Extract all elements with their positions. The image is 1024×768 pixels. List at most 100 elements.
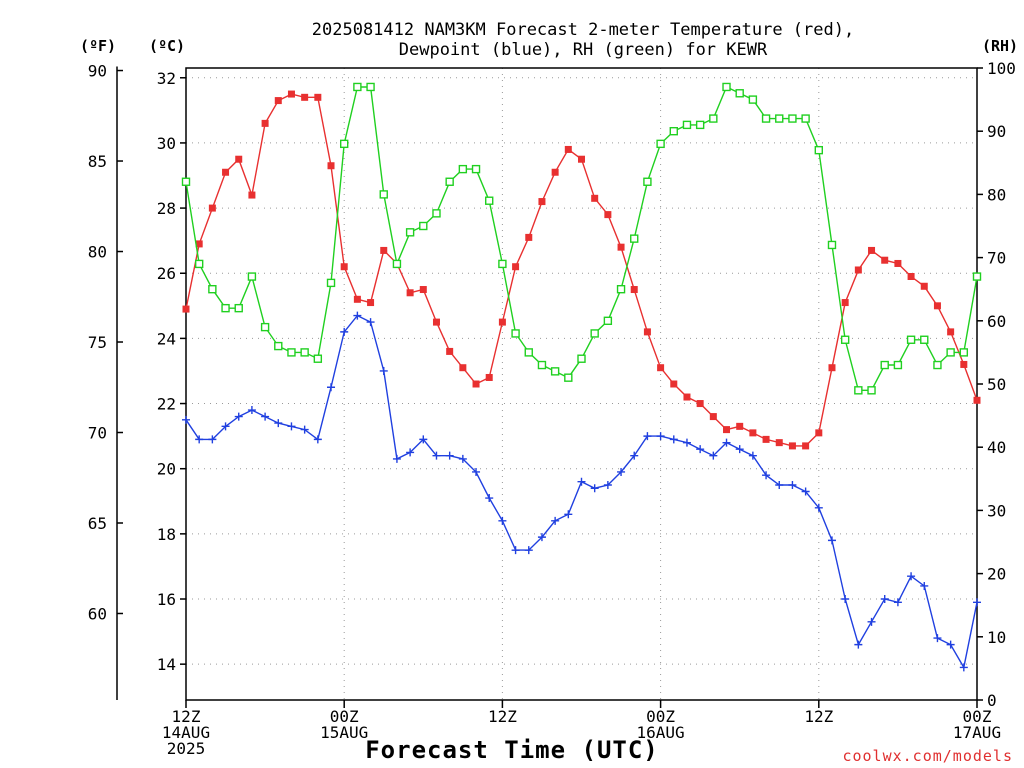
dewpoint-point: [748, 451, 757, 460]
rh-point: [366, 82, 375, 92]
rh-point: [458, 164, 468, 174]
temperature-point: [380, 246, 388, 254]
plot-frame: [185, 67, 978, 701]
rh-point: [247, 272, 257, 281]
x-tick-label: 16AUG: [637, 723, 685, 742]
dewpoint-point: [472, 467, 481, 476]
temperature-point: [406, 289, 414, 297]
dewpoint-point: [973, 598, 981, 607]
dewpoint-point: [511, 546, 520, 555]
rh-point: [419, 221, 428, 231]
temperature-point: [907, 272, 915, 280]
rh-point: [920, 335, 929, 344]
celsius-tick-label: 18: [157, 525, 176, 544]
temperature-point: [538, 198, 546, 206]
grid-lines: [185, 68, 978, 700]
rh-point: [656, 139, 665, 149]
rh-point: [933, 360, 942, 370]
temperature-point: [564, 145, 572, 153]
rh-point: [181, 177, 191, 186]
dewpoint-point: [247, 406, 256, 415]
dewpoint-point: [327, 383, 336, 392]
celsius-tick-label: 32: [157, 69, 176, 88]
dewpoint-point: [195, 435, 204, 444]
dewpoint-point: [392, 454, 401, 463]
dewpoint-line: [185, 314, 978, 670]
temperature-point: [274, 97, 282, 105]
dewpoint-series: [182, 311, 981, 672]
temperature-point: [604, 211, 612, 219]
temperature-point: [314, 93, 322, 101]
temperature-point: [195, 240, 203, 248]
temperature-point: [802, 442, 810, 450]
temperature-point: [525, 233, 533, 241]
rh-tick-label: 100: [987, 59, 1016, 78]
dewpoint-point: [907, 572, 916, 581]
temperature-point: [446, 347, 454, 355]
fahrenheit-tick-label: 70: [88, 424, 107, 443]
dewpoint-point: [577, 477, 586, 486]
dewpoint-point: [643, 432, 652, 441]
rh-point: [669, 126, 678, 136]
rh-tick-label: 50: [987, 375, 1006, 394]
dewpoint-point: [221, 422, 230, 431]
x-tick-label: 17AUG: [953, 723, 1001, 742]
temperature-point: [287, 90, 295, 98]
dewpoint-point: [920, 581, 929, 590]
dewpoint-point: [669, 435, 678, 444]
rh-point: [788, 114, 797, 123]
x-tick-label: 12Z: [172, 707, 201, 726]
dewpoint-point: [933, 634, 942, 643]
temperature-point: [657, 364, 665, 372]
chart-axes: 14 16 18 20 22 24 26 28 30 32 60 65 70 75 80 85 90 0 10 20 3…: [88, 59, 1016, 758]
temperature-point: [881, 256, 889, 264]
rh-point: [537, 360, 547, 370]
rh-point: [946, 348, 955, 357]
rh-point: [498, 259, 507, 269]
dewpoint-point: [498, 516, 507, 525]
dewpoint-point: [261, 412, 270, 421]
rh-point: [695, 120, 705, 130]
rh-tick-label: 40: [987, 438, 1006, 457]
rh-tick-label: 0: [987, 691, 997, 710]
rh-point: [313, 354, 323, 363]
rh-tick-label: 80: [987, 185, 1006, 204]
temperature-point: [709, 413, 717, 421]
celsius-tick-label: 16: [157, 590, 176, 609]
dewpoint-point: [537, 533, 546, 542]
temperature-point: [841, 299, 849, 307]
dewpoint-point: [959, 663, 968, 672]
temperature-point: [933, 302, 941, 310]
temperature-point: [696, 400, 704, 408]
rh-point: [840, 335, 850, 344]
x-tick-label: 00Z: [330, 707, 359, 726]
dewpoint-point: [274, 419, 283, 428]
temperature-point: [208, 204, 216, 212]
celsius-tick-label: 24: [157, 329, 176, 348]
rh-tick-label: 30: [987, 501, 1006, 520]
rh-point: [353, 82, 362, 92]
dewpoint-point: [682, 438, 691, 447]
rh-point: [524, 348, 533, 357]
dewpoint-point: [867, 617, 876, 626]
dewpoint-point: [893, 598, 902, 607]
rh-point: [221, 303, 230, 313]
rh-point: [906, 335, 916, 344]
temperature-point: [578, 155, 585, 163]
fahrenheit-tick-label: 65: [88, 514, 107, 533]
rh-point: [801, 114, 810, 123]
temperature-point: [248, 191, 256, 199]
temperature-point: [643, 328, 651, 336]
dewpoint-point: [801, 487, 810, 496]
temperature-point: [327, 162, 335, 170]
fahrenheit-unit-label: (ºF): [80, 37, 116, 55]
temperature-point: [340, 263, 348, 271]
temperature-point: [459, 364, 467, 372]
dewpoint-point: [551, 516, 560, 525]
rh-point: [379, 190, 388, 199]
dewpoint-point: [814, 503, 823, 512]
temperature-point: [630, 286, 638, 294]
rh-point: [511, 329, 520, 338]
dewpoint-point: [946, 640, 955, 649]
celsius-tick-label: 20: [157, 460, 176, 479]
